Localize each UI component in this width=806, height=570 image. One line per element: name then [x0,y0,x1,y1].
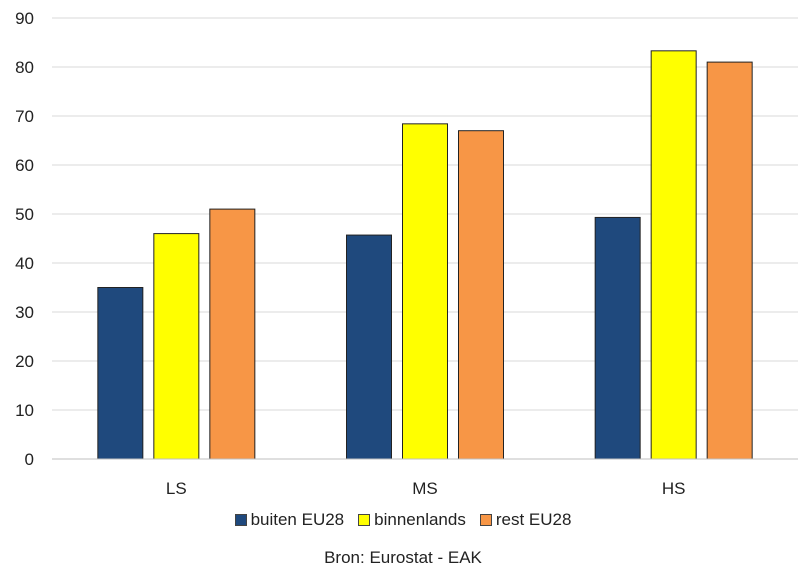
bar-ls-2 [209,208,256,460]
legend-swatch [358,514,371,526]
bar-hs-1 [650,50,697,460]
x-tick-label: MS [412,479,438,498]
y-tick-label: 70 [15,107,34,126]
bar-hs-2 [706,61,753,460]
legend-swatch [234,514,247,526]
legend-label: buiten EU28 [250,510,345,529]
bar-chart: 0 10 20 30 40 50 60 70 80 90 LS MS HS [15,9,798,498]
bar-ls-0 [97,287,144,460]
bars [97,50,753,460]
legend-item-binnenlands: binnenlands [358,510,466,530]
y-tick-label: 0 [25,450,34,469]
y-tick-label: 40 [15,254,34,273]
bar-ms-0 [346,234,392,460]
legend-label: binnenlands [374,510,466,529]
bar-hs-0 [594,216,641,460]
bar-ms-1 [402,123,448,460]
legend-label: rest EU28 [495,510,572,529]
source-note: Bron: Eurostat - EAK [324,548,482,567]
y-tick-label: 50 [15,205,34,224]
bar-ms-2 [458,130,504,460]
y-tick-label: 80 [15,58,34,77]
y-tick-label: 10 [15,401,34,420]
y-tick-label: 20 [15,352,34,371]
legend-swatch [479,514,492,526]
y-tick-label: 60 [15,156,34,175]
x-tick-label: HS [662,479,686,498]
y-tick-label: 30 [15,303,34,322]
y-tick-label: 90 [15,9,34,28]
x-tick-label: LS [166,479,187,498]
legend: buiten EU28 binnenlands rest EU28 [0,510,806,530]
legend-item-buiten-eu28: buiten EU28 [234,510,345,530]
bar-ls-1 [153,233,200,460]
x-axis-tick-labels: LS MS HS [166,479,686,498]
legend-item-rest-eu28: rest EU28 [479,510,572,530]
y-axis-tick-labels: 0 10 20 30 40 50 60 70 80 90 [15,9,34,469]
